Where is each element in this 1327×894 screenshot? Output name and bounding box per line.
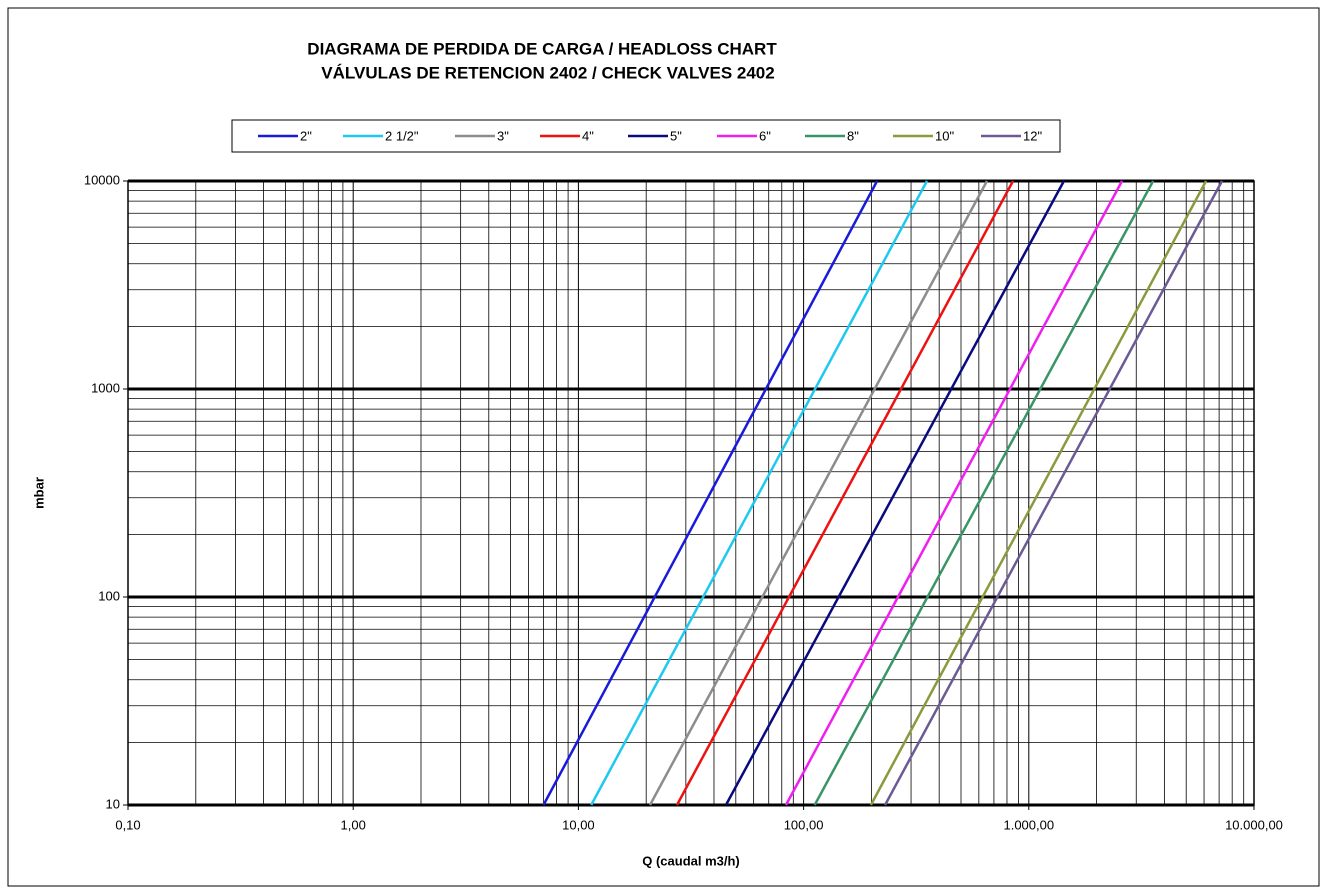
- legend-label: 8": [847, 128, 859, 143]
- x-tick-label: 1,00: [341, 817, 366, 832]
- x-tick-label: 10,00: [562, 817, 595, 832]
- chart-frame: [7, 7, 1320, 887]
- y-tick-label: 10: [106, 796, 120, 811]
- x-tick-label: 1.000,00: [1003, 817, 1054, 832]
- legend-label: 2": [300, 128, 312, 143]
- series-line: [675, 180, 1015, 806]
- series-line: [590, 180, 929, 806]
- x-tick-label: 100,00: [784, 817, 824, 832]
- legend-label: 12": [1023, 128, 1042, 143]
- plot-frame: [127, 180, 1255, 806]
- series-line: [648, 180, 989, 806]
- y-tick-label: 100: [98, 588, 120, 603]
- legend-label: 2 1/2": [385, 128, 419, 143]
- y-tick-label: 10000: [84, 172, 120, 187]
- series-line: [724, 180, 1066, 806]
- x-axis-label: Q (caudal m3/h): [642, 853, 740, 868]
- legend-label: 3": [497, 128, 509, 143]
- y-tick-label: 1000: [91, 380, 120, 395]
- series-line: [869, 180, 1208, 806]
- x-tick-label: 10.000,00: [1225, 817, 1283, 832]
- series-line: [542, 180, 879, 806]
- series-line: [883, 180, 1224, 806]
- legend-label: 6": [759, 128, 771, 143]
- legend-label: 10": [935, 128, 954, 143]
- legend-label: 5": [670, 128, 682, 143]
- chart-title: DIAGRAMA DE PERDIDA DE CARGA / HEADLOSS …: [307, 39, 777, 58]
- legend-label: 4": [582, 128, 594, 143]
- chart-subtitle: VÁLVULAS DE RETENCION 2402 / CHECK VALVE…: [321, 63, 774, 82]
- series-line: [784, 180, 1124, 806]
- y-axis-label: mbar: [31, 477, 46, 509]
- series-line: [813, 180, 1155, 806]
- x-tick-label: 0,10: [115, 817, 140, 832]
